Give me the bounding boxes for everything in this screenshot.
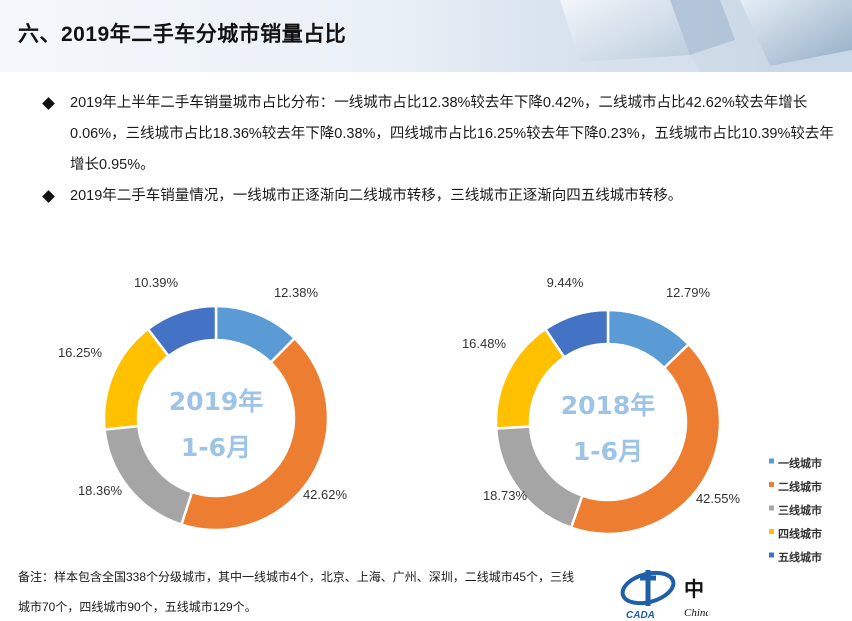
legend-swatch xyxy=(769,529,774,534)
footnote: 备注：样本包含全国338个分级城市，其中一线城市4个，北京、上海、广州、深圳，二… xyxy=(18,570,575,614)
bullet-point: 2019年二手车销量情况，一线城市正逐渐向二线城市转移，三线城市正逐渐向四五线城… xyxy=(42,181,840,212)
data-label: 42.62% xyxy=(303,487,348,502)
legend-entry: 二线城市 xyxy=(778,480,822,494)
data-label: 42.55% xyxy=(696,491,741,506)
donut-center-label: 1-6月 xyxy=(181,433,251,462)
donut-segment xyxy=(569,342,722,536)
donut-segment xyxy=(103,424,194,527)
legend-entry: 五线城市 xyxy=(778,550,822,564)
donut-segment xyxy=(494,425,584,530)
donut-center-label: 2019年 xyxy=(169,387,264,416)
bullet-text: 2019年二手车销量情况，一线城市正逐渐向二线城市转移，三线城市正逐渐向四五线城… xyxy=(70,188,683,204)
donut-segment xyxy=(179,336,330,532)
donut-charts: 12.38% 42.62% 18.36% 16.25% 10.39% 2019年 1-6月 1… xyxy=(58,275,822,564)
data-label: 18.73% xyxy=(483,488,528,503)
donut-segment xyxy=(543,308,610,360)
bullet-point: 2019年上半年二手车销量城市占比分布：一线城市占比12.38%较去年下降0.4… xyxy=(42,88,840,181)
logo-cn-text: 中 xyxy=(684,577,704,601)
data-label: 16.48% xyxy=(462,336,507,351)
legend-swatch xyxy=(769,482,774,487)
cada-emblem-icon: CADA xyxy=(620,570,676,621)
title-banner: 六、2019年二手车分城市销量占比 xyxy=(0,0,852,72)
donut-center-label: 2018年 xyxy=(561,391,656,420)
legend-swatch xyxy=(769,505,774,511)
legend-swatch xyxy=(769,552,774,558)
data-label: 9.44% xyxy=(547,275,584,290)
banner-cubes-decoration xyxy=(560,0,852,72)
legend-entry: 四线城市 xyxy=(778,527,822,541)
donut-center-label: 1-6月 xyxy=(573,437,643,466)
donut-segment xyxy=(146,304,218,358)
legend-swatch xyxy=(769,458,774,464)
cada-logo: CADA 中 China xyxy=(620,570,852,621)
data-label: 12.38% xyxy=(274,285,319,300)
legend-entry: 三线城市 xyxy=(778,503,822,517)
legend-entry: 一线城市 xyxy=(778,456,822,470)
data-label: 16.25% xyxy=(58,345,103,360)
bullet-text: 2019年上半年二手车销量城市占比分布：一线城市占比12.38%较去年下降0.4… xyxy=(70,95,834,173)
page-title: 六、2019年二手车分城市销量占比 xyxy=(18,23,347,46)
data-label: 18.36% xyxy=(78,483,123,498)
logo-en-text: China xyxy=(684,607,711,619)
data-label: 10.39% xyxy=(134,275,179,290)
logo-mark: CADA xyxy=(626,610,655,621)
data-label: 12.79% xyxy=(666,285,711,300)
